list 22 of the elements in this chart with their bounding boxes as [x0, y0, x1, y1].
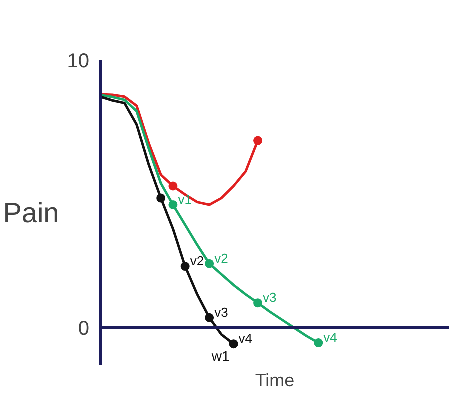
- data-label: v4: [324, 330, 338, 346]
- x-axis-title: Time: [255, 370, 295, 390]
- point: [229, 340, 238, 349]
- point: [168, 182, 178, 191]
- data-label: v2: [214, 250, 228, 266]
- point: [168, 200, 178, 210]
- data-label: v1: [178, 192, 192, 207]
- y-tick-label: 10: [67, 50, 90, 72]
- point: [254, 298, 263, 308]
- point: [180, 262, 190, 271]
- point: [156, 194, 166, 203]
- data-label: v3: [214, 304, 228, 320]
- data-label: v4: [238, 331, 253, 346]
- y-tick-label: 0: [78, 318, 90, 340]
- data-label: v2: [190, 254, 204, 269]
- y-axis-title: Pain: [3, 198, 60, 228]
- annotation: w1: [210, 348, 230, 364]
- point: [254, 136, 263, 146]
- data-label: v3: [263, 290, 277, 306]
- point: [205, 259, 214, 268]
- point: [314, 338, 324, 348]
- point: [205, 313, 214, 322]
